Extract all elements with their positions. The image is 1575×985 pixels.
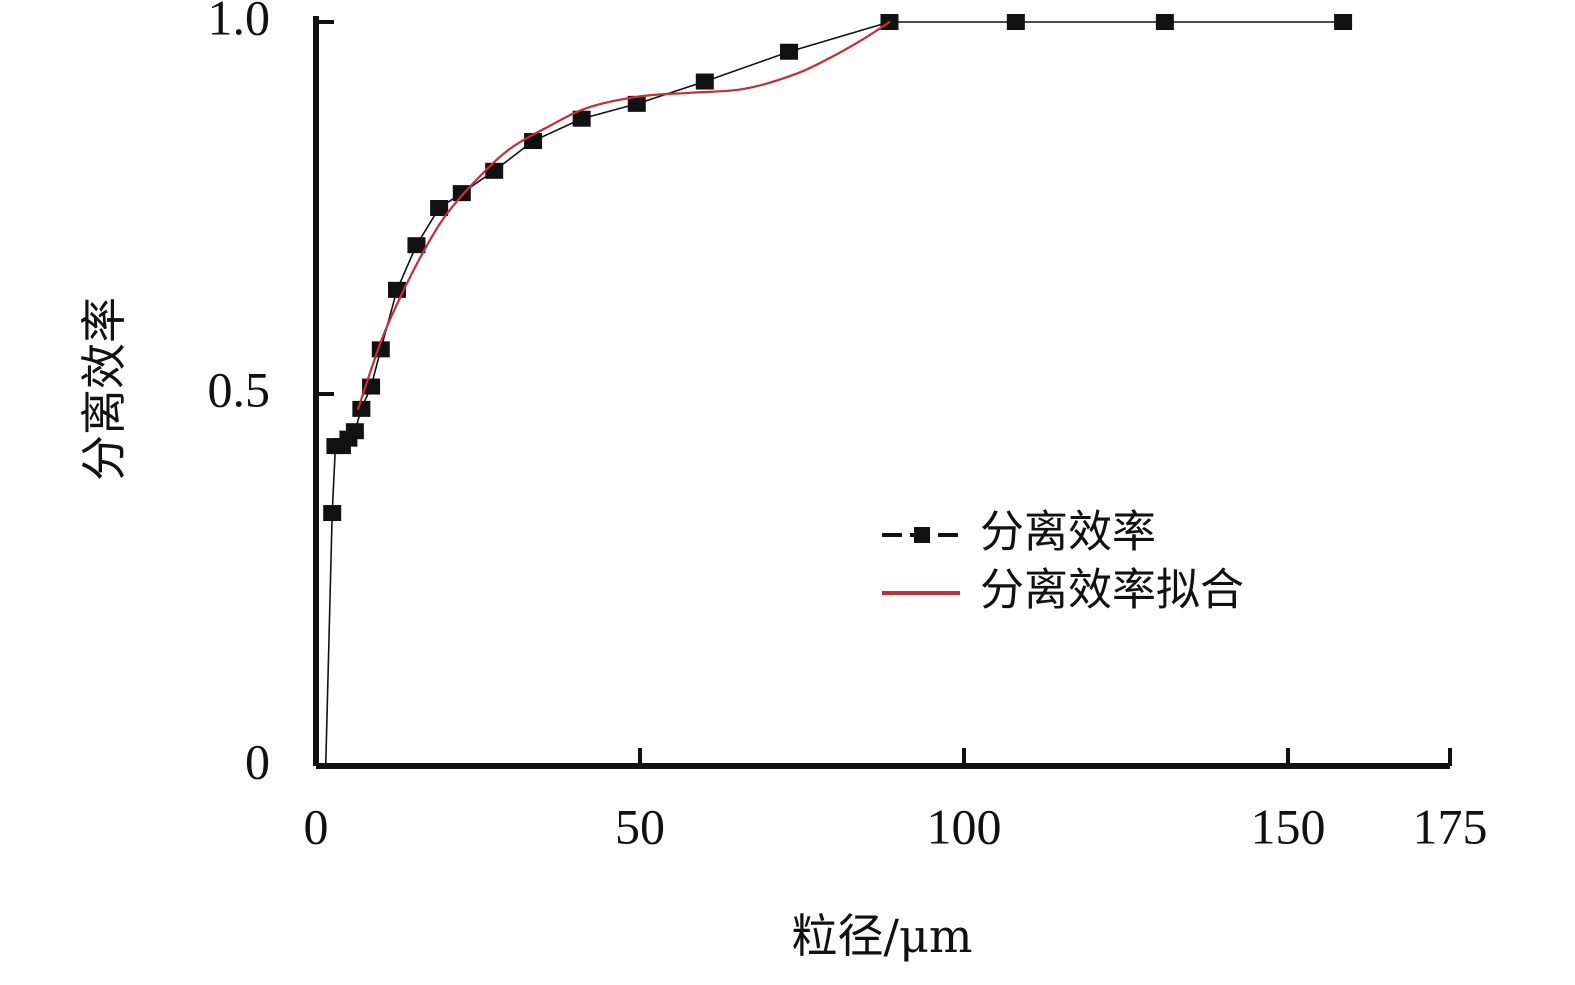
data-point-4 bbox=[345, 423, 364, 440]
plot-area bbox=[323, 14, 1353, 767]
legend-label-separation-efficiency: 分离效率 bbox=[980, 507, 1156, 558]
data-point-12 bbox=[485, 162, 504, 179]
data-point-0 bbox=[323, 505, 342, 522]
legend-marker-separation-efficiency bbox=[914, 527, 930, 543]
y-tick-label-2: 1.0 bbox=[208, 0, 271, 45]
data-point-5 bbox=[352, 400, 371, 417]
data-point-17 bbox=[780, 43, 799, 60]
data-point-10 bbox=[430, 200, 449, 216]
y-tick-label-0: 0 bbox=[245, 733, 270, 789]
y-axis-title: 分离效率 bbox=[77, 297, 131, 481]
legend-item-separation-efficiency: 分离效率 bbox=[882, 507, 1156, 558]
data-point-15 bbox=[627, 95, 646, 112]
legend-label-separation-efficiency-fit: 分离效率拟合 bbox=[980, 565, 1244, 616]
legend-item-separation-efficiency-fit: 分离效率拟合 bbox=[882, 565, 1244, 616]
x-tick-label-0: 0 bbox=[304, 798, 329, 854]
series-line-separation-efficiency-fit bbox=[357, 20, 891, 410]
legend: 分离效率 分离效率拟合 bbox=[882, 507, 1244, 616]
data-point-21 bbox=[1334, 14, 1353, 30]
data-point-16 bbox=[695, 73, 714, 90]
x-tick-label-1: 50 bbox=[615, 798, 665, 854]
data-point-19 bbox=[1006, 14, 1025, 30]
y-tick-label-1: 0.5 bbox=[208, 361, 271, 417]
axes: 0 0.5 1.0 0 50 100 150 175 bbox=[208, 0, 1488, 854]
x-axis-title: 粒径/μm bbox=[791, 909, 972, 963]
x-tick-label-2: 100 bbox=[927, 798, 1002, 854]
x-tick-label-4: 175 bbox=[1413, 798, 1488, 854]
data-point-20 bbox=[1155, 14, 1174, 30]
data-point-9 bbox=[407, 237, 426, 254]
series-line-separation-efficiency bbox=[324, 21, 1344, 767]
x-tick-label-3: 150 bbox=[1251, 798, 1326, 854]
data-point-14 bbox=[572, 110, 591, 127]
